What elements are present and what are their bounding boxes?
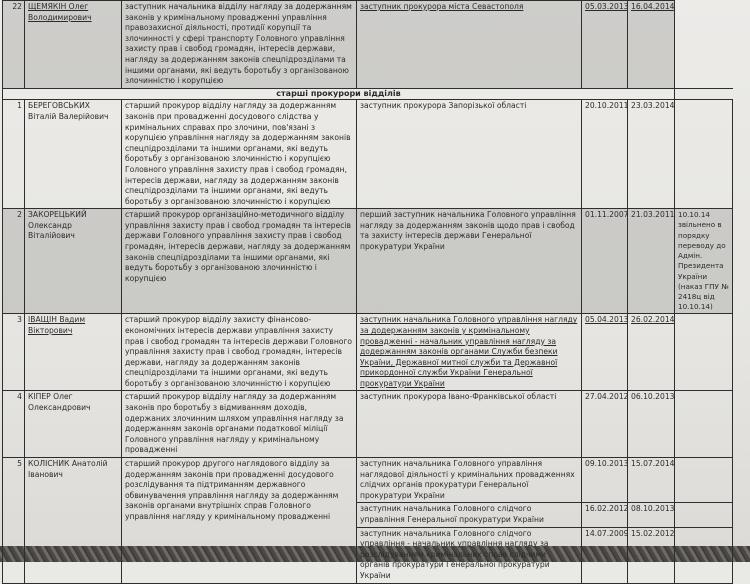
date-to: 26.02.2014 — [627, 313, 675, 392]
date-from: 14.07.2009 — [581, 526, 628, 584]
table-row: 1 БЕРЕГОВСЬКИХ Віталій Валерійович старш… — [2, 99, 733, 210]
table-subrow: заступник начальника Головного слідчого … — [3, 502, 733, 528]
person-name: ЗАКОРЕЦЬКИЙ Олександр Віталійович — [24, 208, 122, 315]
date-from: 09.10.2013 — [581, 457, 628, 504]
row-number: 4 — [2, 390, 25, 459]
note — [674, 313, 733, 392]
date-to: 21.03.2011 — [627, 208, 675, 315]
date-to: 23.03.2014 — [627, 99, 675, 210]
note — [674, 526, 733, 584]
prosecutors-table: 22 ЩЕМЯКІН Олег Володимирович заступник … — [2, 0, 733, 584]
table-row: 22 ЩЕМЯКІН Олег Володимирович заступник … — [2, 0, 733, 89]
date-to: 15.07.2014 — [627, 457, 675, 504]
date-from: 05.04.2013 — [581, 313, 628, 392]
person-name: БЕРЕГОВСЬКИХ Віталій Валерійович — [24, 99, 122, 210]
note — [674, 457, 733, 504]
date-from: 20.10.2011 — [581, 99, 628, 210]
note — [674, 99, 733, 210]
section-title: старші прокурори відділів — [2, 87, 675, 101]
current-position: старший прокурор відділу захисту фінансо… — [121, 313, 357, 392]
current-position: старший прокурор відділу нагляду за доде… — [121, 390, 357, 459]
person-name: ІВАЩІН Вадим Вікторович — [24, 313, 122, 392]
previous-position: заступник прокурора Запорізької області — [356, 99, 582, 210]
person-name: КОЛІСНИК Анатолій Іванович — [24, 457, 122, 584]
row-number: 5 — [2, 457, 25, 584]
previous-position: заступник начальника Головного слідчого … — [356, 526, 582, 584]
date-from: 27.04.2012 — [581, 390, 628, 459]
previous-position: заступник начальника Головного управлінн… — [356, 313, 582, 392]
current-position: старший прокурор другого наглядового від… — [121, 457, 357, 584]
table-row: 3 ІВАЩІН Вадим Вікторович старший прокур… — [2, 313, 733, 392]
row-number: 22 — [2, 0, 25, 89]
previous-position: заступник начальника Головного управлінн… — [356, 457, 582, 504]
previous-position: заступник начальника Головного слідчого … — [356, 502, 582, 528]
previous-position: перший заступник начальника Головного уп… — [356, 208, 582, 315]
note — [674, 390, 733, 459]
previous-position: заступник прокурора міста Севастополя — [356, 0, 582, 89]
row-number: 3 — [2, 313, 25, 392]
person-name: КІПЕР Олег Олександрович — [24, 390, 122, 459]
previous-position: заступник прокурора Івано-Франківської о… — [356, 390, 582, 459]
current-position: старший прокурор організаційно-методично… — [121, 208, 357, 315]
date-to: 08.10.2013 — [627, 502, 675, 528]
date-from: 16.02.2012 — [581, 502, 628, 528]
section-header: старші прокурори відділів — [2, 87, 733, 101]
note: 10.10.14 звільнено в порядку переводу до… — [674, 208, 733, 315]
date-to: 06.10.2013 — [627, 390, 675, 459]
note — [674, 502, 733, 528]
current-position: заступник начальника відділу нагляду за … — [121, 0, 357, 89]
table-row: 4 КІПЕР Олег Олександрович старший проку… — [2, 390, 733, 459]
date-to: 16.04.2014 — [627, 0, 675, 89]
date-from: 05.03.2013 — [581, 0, 628, 89]
person-name: ЩЕМЯКІН Олег Володимирович — [24, 0, 122, 89]
date-to: 15.02.2012 — [627, 526, 675, 584]
date-from: 01.11.2007 — [581, 208, 628, 315]
row-number: 1 — [2, 99, 25, 210]
note — [674, 0, 733, 89]
current-position: старший прокурор відділу нагляду за доде… — [121, 99, 357, 210]
row-number: 2 — [2, 208, 25, 315]
table-row: 5 КОЛІСНИК Анатолій Іванович старший про… — [2, 457, 733, 584]
table-row: 2 ЗАКОРЕЦЬКИЙ Олександр Віталійович стар… — [2, 208, 733, 315]
